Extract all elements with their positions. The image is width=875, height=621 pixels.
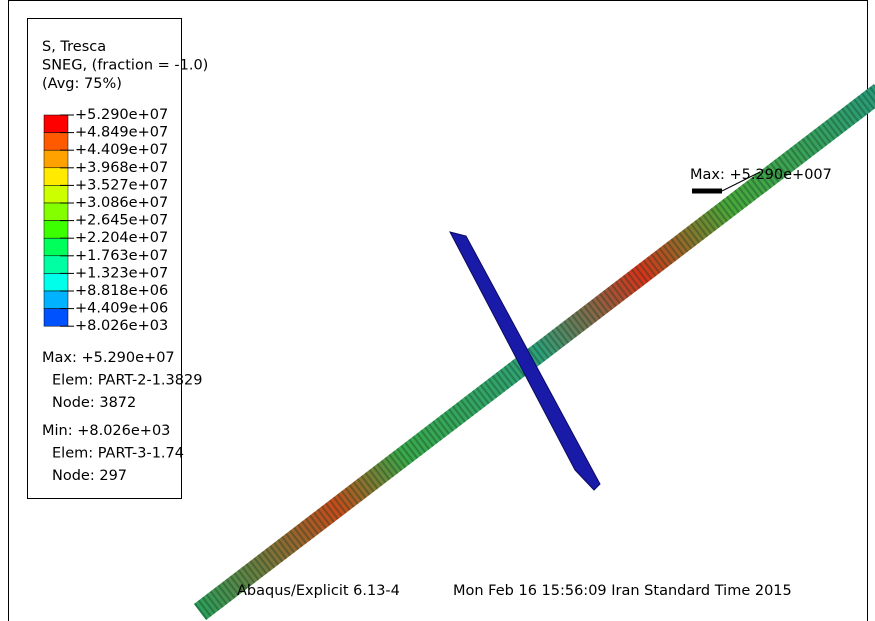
color-band: [44, 291, 68, 309]
level-label: +3.527e+07: [75, 177, 168, 193]
level-label: +3.968e+07: [75, 160, 168, 176]
level-label: +8.818e+06: [75, 283, 168, 299]
legend-title: S, Tresca: [42, 39, 106, 55]
level-label: +1.763e+07: [75, 248, 168, 264]
color-band: [44, 203, 68, 221]
color-band: [44, 309, 68, 327]
color-band: [44, 168, 68, 186]
color-band: [44, 273, 68, 291]
color-band: [44, 115, 68, 133]
color-band: [44, 256, 68, 274]
max-info: Elem: PART-2-1.3829: [52, 373, 202, 389]
level-label: +4.409e+07: [75, 142, 168, 158]
level-label: +3.086e+07: [75, 195, 168, 211]
color-band: [44, 133, 68, 151]
legend-title: SNEG, (fraction = -1.0): [42, 58, 208, 74]
product: Abaqus/Explicit 6.13-4: [237, 583, 400, 599]
max-info: Node: 3872: [52, 395, 136, 411]
level-label: +2.645e+07: [75, 213, 168, 229]
viewport: Max: +5.290e+007 Abaqus/Explicit 6.13-4 …: [0, 0, 875, 621]
min-info: Node: 297: [52, 468, 127, 484]
max-info: Max: +5.290e+07: [42, 350, 175, 366]
level-label: +4.409e+06: [75, 301, 168, 317]
min-info: Min: +8.026e+03: [42, 423, 170, 439]
max-marker: Max: +5.290e+007: [690, 167, 832, 183]
level-label: +1.323e+07: [75, 265, 168, 281]
legend-title: (Avg: 75%): [42, 76, 122, 92]
level-label: +4.849e+07: [75, 125, 168, 141]
level-label: +8.026e+03: [75, 318, 168, 334]
color-band: [44, 150, 68, 168]
color-band: [44, 221, 68, 239]
level-label: +5.290e+07: [75, 107, 168, 123]
color-band: [44, 185, 68, 203]
plate: [450, 232, 600, 490]
timestamp: Mon Feb 16 15:56:09 Iran Standard Time 2…: [453, 583, 792, 599]
color-band: [44, 238, 68, 256]
level-label: +2.204e+07: [75, 230, 168, 246]
min-info: Elem: PART-3-1.74: [52, 446, 184, 462]
